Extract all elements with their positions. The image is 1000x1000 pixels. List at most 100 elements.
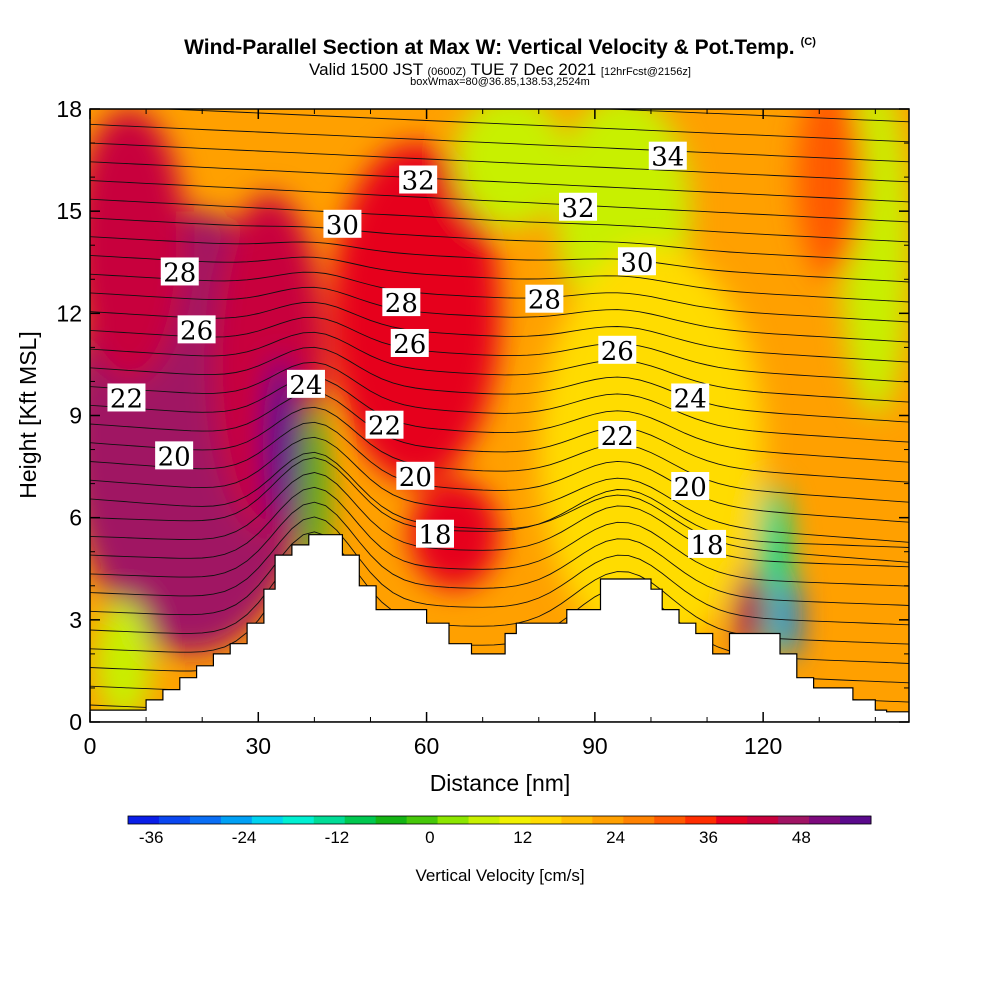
isentrope-line: [156, 109, 909, 143]
isentrope-label-text: 28: [528, 286, 561, 316]
colorbar-swatch: [406, 816, 439, 824]
isentrope-label-box: [598, 420, 637, 449]
colorbar-swatch: [220, 816, 253, 824]
colorbar-tick-label: -12: [325, 828, 350, 847]
isentrope-label: 20: [155, 441, 194, 472]
isentrope-line: [90, 391, 909, 483]
isentrope-label: 24: [286, 369, 325, 401]
isentrope-line: [90, 457, 909, 548]
isentrope-label: 18: [415, 519, 454, 551]
isentrope-label-box: [559, 192, 598, 221]
x-axis-label: Distance [nm]: [430, 770, 571, 796]
isentrope-label-text: 30: [620, 248, 653, 278]
isentrope-line: [90, 236, 909, 283]
isentrope-line: [90, 142, 909, 183]
velocity-cell: [270, 412, 291, 501]
axes: 0 30 60 90 120 0 3 6 9 12 15 18: [56, 96, 909, 759]
isentrope-label-text: 22: [601, 422, 634, 452]
isentrope-label-text: 24: [674, 384, 707, 414]
isentrope-line: [90, 301, 909, 363]
isentrope-line: [90, 316, 909, 383]
isentrope-line: [90, 361, 909, 443]
colorbar-swatch: [251, 816, 284, 824]
isentrope-line: [90, 346, 909, 423]
colorbar-tick-label: 12: [513, 828, 532, 847]
isentrope-label: 26: [177, 315, 216, 346]
isentrope-line: [90, 161, 909, 203]
isentrope-line: [90, 516, 909, 626]
isentrope-label-box: [648, 141, 687, 170]
isentrope-label-box: [399, 165, 438, 194]
colorbar-swatch: [189, 816, 222, 824]
isentrope-label-text: 20: [674, 473, 707, 503]
x-tick-label: 90: [582, 733, 608, 759]
isentrope-line: [90, 472, 909, 568]
isentrope-label-box: [390, 328, 429, 357]
isentrope-label-text: 32: [402, 167, 435, 197]
isentrope-label-box: [617, 247, 656, 276]
colorbar-label: Vertical Velocity [cm/s]: [415, 866, 584, 885]
isentrope-labels: 18 18 20 20 20 22 22 22 24 24 26 26 26 28 28 28 30 30 32 32…: [107, 141, 727, 561]
isentrope-line: [90, 486, 909, 587]
colorbar-swatch: [128, 816, 160, 824]
terrain: [90, 534, 909, 722]
isentrope-label-text: 26: [180, 316, 213, 346]
colorbar-swatch: [592, 816, 624, 824]
isentrope-line: [90, 271, 909, 323]
velocity-field: [90, 109, 909, 722]
isentrope-label: 32: [559, 192, 598, 224]
isentrope-line: [90, 451, 909, 563]
colorbar-swatch: [685, 816, 717, 824]
isentrope-label: 26: [390, 328, 429, 360]
isentrope-label-box: [688, 529, 727, 558]
isentrope-label-box: [525, 284, 564, 313]
y-tick-label: 9: [69, 403, 82, 429]
colorbar-tick-label: 24: [606, 828, 625, 847]
isentrope-label-box: [365, 410, 404, 439]
colorbar-swatch: [778, 816, 810, 824]
colorbar-frame: [127, 815, 872, 825]
colorbar-swatch: [809, 816, 841, 824]
isentrope-label: 22: [365, 410, 404, 442]
colorbar-tick-label: 48: [792, 828, 811, 847]
isentrope-label-box: [396, 461, 435, 490]
colorbar-swatch: [654, 816, 686, 824]
isentrope-label-text: 20: [158, 442, 191, 472]
colorbar-swatch: [158, 816, 191, 824]
x-tick-label: 120: [744, 733, 782, 759]
isentrope-line: [90, 406, 909, 503]
velocity-cell: [454, 109, 567, 229]
colorbar-tick-label: 0: [425, 828, 434, 847]
colorbar: -36 -24 -12 0 12 24 36 48: [127, 815, 872, 847]
isentrope-label-text: 18: [691, 531, 724, 561]
isentrope-label-text: 22: [368, 412, 401, 442]
isentrope-label: 30: [323, 209, 362, 241]
isentrope-label: 18: [688, 529, 727, 561]
colorbar-swatch: [530, 816, 562, 824]
isentrope-label: 34: [648, 141, 687, 173]
isentrope-label-box: [155, 441, 194, 470]
isentrope-label: 28: [525, 284, 564, 316]
isentrope-line: [90, 331, 909, 403]
y-axis-label: Height [Kft MSL]: [15, 331, 41, 498]
x-tick-label: 60: [414, 733, 440, 759]
isentrope-label-text: 26: [601, 337, 634, 367]
terrain-profile: [90, 534, 909, 722]
isentrope-label: 20: [671, 472, 710, 503]
isentrope-label-box: [160, 257, 199, 286]
colorbar-swatch: [282, 816, 315, 824]
colorbar-tick-label: -36: [139, 828, 164, 847]
colorbar-swatch: [437, 816, 470, 824]
isentrope-line: [90, 180, 909, 223]
y-tick-label: 15: [56, 198, 82, 224]
isentrope-label-box: [415, 519, 454, 548]
y-tick-label: 3: [69, 607, 82, 633]
colorbar-tick-label: 36: [699, 828, 718, 847]
isentrope-label-text: 28: [385, 289, 418, 319]
isentrope-label-text: 24: [289, 371, 322, 401]
isentrope-label-text: 30: [326, 211, 359, 241]
colorbar-tick-label: -24: [232, 828, 257, 847]
isentrope-line: [90, 198, 909, 243]
y-tick-label: 18: [56, 96, 82, 122]
isentrope-label-box: [323, 209, 362, 238]
